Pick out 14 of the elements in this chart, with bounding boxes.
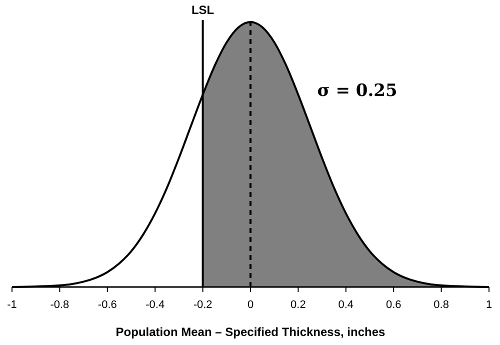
x-tick-label: 0.8 <box>434 299 449 311</box>
annotation: σ = 0.25 <box>317 81 398 102</box>
x-tick-label: 0.6 <box>386 299 402 311</box>
x-axis-title: Population Mean – Specified Thickness, inches <box>116 325 386 339</box>
x-tick-label: -0.8 <box>50 299 70 311</box>
x-tick-label: 0.4 <box>338 299 354 311</box>
ref-line-label: LSL <box>191 3 214 17</box>
x-tick-label: -0.2 <box>193 299 212 311</box>
x-tick-label: 0.2 <box>290 299 306 311</box>
x-tick-label: -0.6 <box>98 299 117 311</box>
x-tick-label: 1 <box>486 299 492 311</box>
x-tick-label: 0 <box>247 299 254 311</box>
x-tick-label: -0.4 <box>146 299 165 311</box>
x-tick-label: -1 <box>7 299 17 311</box>
